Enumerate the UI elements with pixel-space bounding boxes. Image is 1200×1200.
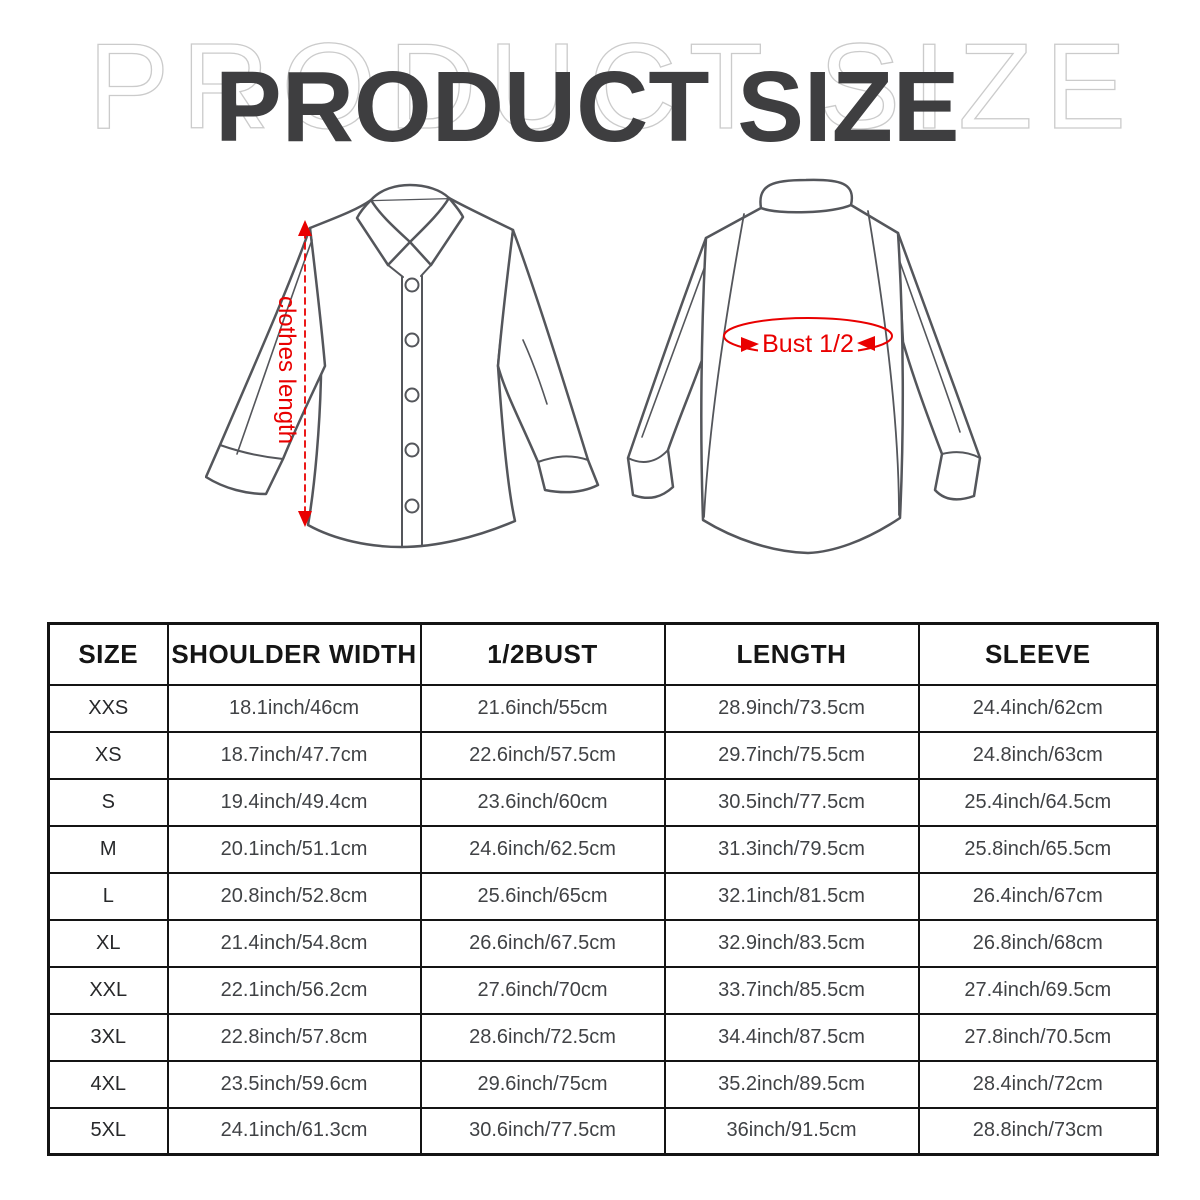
length-cell: 30.5inch/77.5cm bbox=[663, 777, 920, 827]
shoulder-width-cell: 19.4inch/49.4cm bbox=[166, 777, 422, 827]
length-cell: 36inch/91.5cm bbox=[663, 1106, 920, 1156]
length-cell: 31.3inch/79.5cm bbox=[663, 824, 920, 874]
sleeve-cell: 27.4inch/69.5cm bbox=[917, 965, 1159, 1015]
half-bust-cell: 27.6inch/70cm bbox=[419, 965, 666, 1015]
shirt-front-diagram: clothes length bbox=[205, 183, 600, 549]
size-cell: XXL bbox=[47, 965, 169, 1015]
column-header-shoulder-width: SHOULDER WIDTH bbox=[166, 622, 422, 686]
bust-ellipse bbox=[723, 317, 893, 356]
title-watermark: PRODUCT SIZE bbox=[87, 18, 1139, 154]
shoulder-width-cell: 23.5inch/59.6cm bbox=[166, 1059, 422, 1109]
size-cell: S bbox=[47, 777, 169, 827]
bust-arrow-right bbox=[857, 336, 875, 351]
sleeve-cell: 26.4inch/67cm bbox=[917, 871, 1159, 921]
size-cell: XS bbox=[47, 730, 169, 780]
clothes-length-arrow bbox=[298, 220, 312, 527]
table-row: M 20.1inch/51.1cm 24.6inch/62.5cm 31.3in… bbox=[47, 824, 1159, 874]
length-cell: 32.1inch/81.5cm bbox=[663, 871, 920, 921]
column-header-sleeve: SLEEVE bbox=[917, 622, 1159, 686]
size-cell: L bbox=[47, 871, 169, 921]
half-bust-cell: 30.6inch/77.5cm bbox=[419, 1106, 666, 1156]
size-cell: M bbox=[47, 824, 169, 874]
shoulder-width-cell: 18.7inch/47.7cm bbox=[166, 730, 422, 780]
length-cell: 35.2inch/89.5cm bbox=[663, 1059, 920, 1109]
length-cell: 34.4inch/87.5cm bbox=[663, 1012, 920, 1062]
length-cell: 33.7inch/85.5cm bbox=[663, 965, 920, 1015]
shoulder-width-cell: 21.4inch/54.8cm bbox=[166, 918, 422, 968]
sleeve-cell: 28.4inch/72cm bbox=[917, 1059, 1159, 1109]
half-bust-cell: 24.6inch/62.5cm bbox=[419, 824, 666, 874]
clothes-length-label: clothes length bbox=[273, 296, 300, 444]
size-cell: 5XL bbox=[47, 1106, 169, 1156]
size-cell: 4XL bbox=[47, 1059, 169, 1109]
sleeve-cell: 24.4inch/62cm bbox=[917, 683, 1159, 733]
shirt-back-diagram: Bust 1/2 bbox=[626, 178, 982, 555]
table-row: XS 18.7inch/47.7cm 22.6inch/57.5cm 29.7i… bbox=[47, 730, 1159, 780]
size-table: SIZE SHOULDER WIDTH 1/2BUST LENGTH SLEEV… bbox=[47, 622, 1159, 1156]
length-cell: 29.7inch/75.5cm bbox=[663, 730, 920, 780]
shoulder-width-cell: 22.8inch/57.8cm bbox=[166, 1012, 422, 1062]
table-row: S 19.4inch/49.4cm 23.6inch/60cm 30.5inch… bbox=[47, 777, 1159, 827]
sleeve-cell: 25.4inch/64.5cm bbox=[917, 777, 1159, 827]
half-bust-cell: 21.6inch/55cm bbox=[419, 683, 666, 733]
sleeve-cell: 28.8inch/73cm bbox=[917, 1106, 1159, 1156]
half-bust-cell: 26.6inch/67.5cm bbox=[419, 918, 666, 968]
shoulder-width-cell: 22.1inch/56.2cm bbox=[166, 965, 422, 1015]
table-row: XXL 22.1inch/56.2cm 27.6inch/70cm 33.7in… bbox=[47, 965, 1159, 1015]
bust-label: Bust 1/2 bbox=[762, 330, 854, 358]
shirt-back-outline bbox=[626, 178, 982, 555]
table-row: XL 21.4inch/54.8cm 26.6inch/67.5cm 32.9i… bbox=[47, 918, 1159, 968]
sleeve-cell: 24.8inch/63cm bbox=[917, 730, 1159, 780]
shoulder-width-cell: 24.1inch/61.3cm bbox=[166, 1106, 422, 1156]
shirt-front-outline bbox=[205, 183, 600, 549]
shoulder-width-cell: 20.1inch/51.1cm bbox=[166, 824, 422, 874]
table-row: 4XL 23.5inch/59.6cm 29.6inch/75cm 35.2in… bbox=[47, 1059, 1159, 1109]
half-bust-cell: 25.6inch/65cm bbox=[419, 871, 666, 921]
page-title: PRODUCT SIZE bbox=[215, 51, 960, 163]
sleeve-cell: 27.8inch/70.5cm bbox=[917, 1012, 1159, 1062]
column-header-half-bust: 1/2BUST bbox=[419, 622, 666, 686]
half-bust-cell: 22.6inch/57.5cm bbox=[419, 730, 666, 780]
column-header-length: LENGTH bbox=[663, 622, 920, 686]
half-bust-cell: 23.6inch/60cm bbox=[419, 777, 666, 827]
size-cell: XL bbox=[47, 918, 169, 968]
table-row: 5XL 24.1inch/61.3cm 30.6inch/77.5cm 36in… bbox=[47, 1106, 1159, 1156]
column-header-size: SIZE bbox=[47, 622, 169, 686]
size-cell: 3XL bbox=[47, 1012, 169, 1062]
half-bust-cell: 28.6inch/72.5cm bbox=[419, 1012, 666, 1062]
size-table-body: XXS 18.1inch/46cm 21.6inch/55cm 28.9inch… bbox=[47, 683, 1159, 1156]
size-cell: XXS bbox=[47, 683, 169, 733]
table-row: L 20.8inch/52.8cm 25.6inch/65cm 32.1inch… bbox=[47, 871, 1159, 921]
sleeve-cell: 26.8inch/68cm bbox=[917, 918, 1159, 968]
size-table-header: SIZE SHOULDER WIDTH 1/2BUST LENGTH SLEEV… bbox=[47, 622, 1159, 686]
shoulder-width-cell: 18.1inch/46cm bbox=[166, 683, 422, 733]
length-cell: 28.9inch/73.5cm bbox=[663, 683, 920, 733]
half-bust-cell: 29.6inch/75cm bbox=[419, 1059, 666, 1109]
length-cell: 32.9inch/83.5cm bbox=[663, 918, 920, 968]
sleeve-cell: 25.8inch/65.5cm bbox=[917, 824, 1159, 874]
table-row: XXS 18.1inch/46cm 21.6inch/55cm 28.9inch… bbox=[47, 683, 1159, 733]
table-row: 3XL 22.8inch/57.8cm 28.6inch/72.5cm 34.4… bbox=[47, 1012, 1159, 1062]
shoulder-width-cell: 20.8inch/52.8cm bbox=[166, 871, 422, 921]
bust-arrow-left bbox=[741, 337, 759, 352]
